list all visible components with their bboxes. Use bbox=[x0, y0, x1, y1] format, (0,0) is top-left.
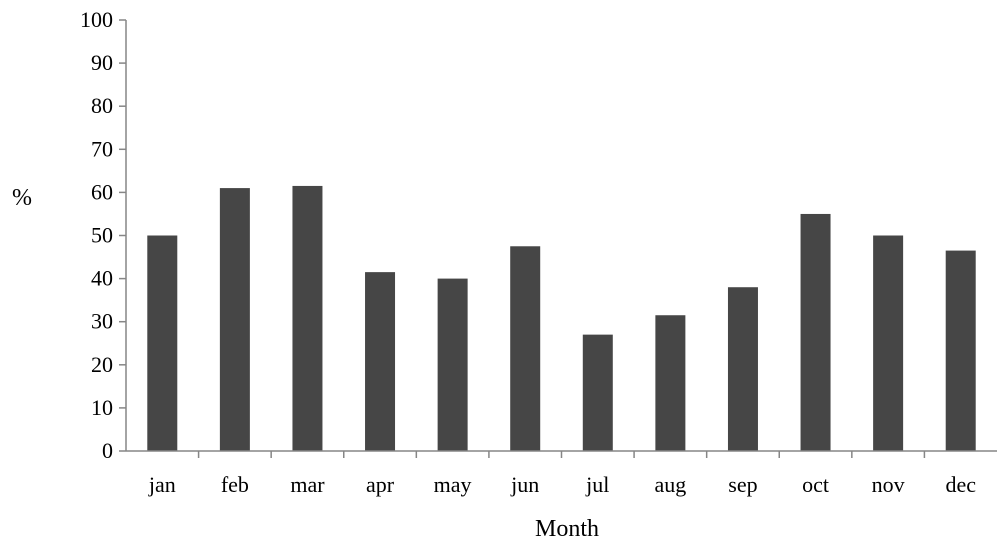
y-tick-label: 40 bbox=[91, 266, 113, 291]
bar-feb bbox=[219, 188, 250, 451]
bar-jul bbox=[582, 334, 613, 451]
x-tick-label-oct: oct bbox=[802, 472, 829, 497]
x-tick-label-jan: jan bbox=[148, 472, 176, 497]
y-tick-label: 100 bbox=[80, 7, 113, 32]
bar-nov bbox=[873, 235, 904, 451]
bar-jan bbox=[147, 235, 178, 451]
bar-jun bbox=[510, 246, 541, 451]
x-tick-label-may: may bbox=[434, 472, 472, 497]
y-axis-tick-labels: 0 10 20 30 40 50 60 70 80 90 100 bbox=[80, 7, 113, 463]
x-axis-ticks bbox=[197, 451, 926, 458]
bar-mar bbox=[292, 185, 323, 451]
x-tick-label-mar: mar bbox=[290, 472, 325, 497]
y-tick-label: 60 bbox=[91, 179, 113, 204]
y-tick-label: 90 bbox=[91, 50, 113, 75]
x-tick-label-nov: nov bbox=[872, 472, 905, 497]
y-tick-label: 50 bbox=[91, 223, 113, 248]
x-tick-label-sep: sep bbox=[728, 472, 757, 497]
x-tick-label-jul: jul bbox=[585, 472, 609, 497]
y-tick-label: 0 bbox=[102, 438, 113, 463]
x-tick-label-feb: feb bbox=[221, 472, 249, 497]
bar-aug bbox=[655, 315, 686, 451]
x-tick-label-apr: apr bbox=[366, 472, 395, 497]
bar-sep bbox=[727, 287, 758, 451]
bar-oct bbox=[800, 213, 831, 451]
y-axis-ticks bbox=[119, 19, 126, 452]
bars bbox=[147, 185, 976, 451]
bar-dec bbox=[945, 250, 976, 451]
y-tick-label: 20 bbox=[91, 352, 113, 377]
y-axis-title: % bbox=[12, 185, 32, 211]
x-tick-label-jun: jun bbox=[510, 472, 539, 497]
bar-apr bbox=[365, 272, 396, 451]
y-tick-label: 80 bbox=[91, 93, 113, 118]
x-axis-title: Month bbox=[535, 516, 599, 540]
x-tick-label-aug: aug bbox=[654, 472, 686, 497]
y-tick-label: 30 bbox=[91, 309, 113, 334]
y-tick-label: 10 bbox=[91, 395, 113, 420]
x-axis-tick-labels: jan feb mar apr may jun jul aug sep oct nov dec bbox=[148, 472, 976, 497]
y-tick-label: 70 bbox=[91, 136, 113, 161]
bar-may bbox=[437, 278, 468, 451]
x-tick-label-dec: dec bbox=[945, 472, 976, 497]
